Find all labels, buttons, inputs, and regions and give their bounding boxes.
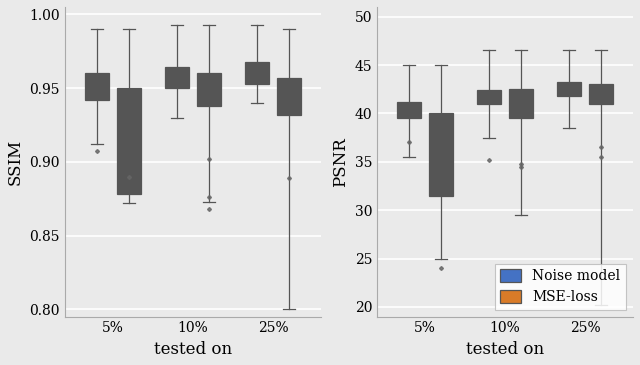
PathPatch shape [197, 73, 221, 106]
PathPatch shape [245, 62, 269, 84]
PathPatch shape [85, 73, 109, 100]
PathPatch shape [165, 68, 189, 88]
PathPatch shape [397, 102, 421, 118]
PathPatch shape [589, 84, 613, 104]
Y-axis label: SSIM: SSIM [7, 139, 24, 185]
PathPatch shape [477, 90, 501, 104]
Legend: Noise model, MSE-loss: Noise model, MSE-loss [495, 264, 626, 310]
X-axis label: tested on: tested on [154, 341, 232, 358]
X-axis label: tested on: tested on [466, 341, 544, 358]
PathPatch shape [429, 114, 453, 196]
PathPatch shape [557, 82, 581, 96]
PathPatch shape [277, 78, 301, 115]
PathPatch shape [509, 89, 533, 118]
PathPatch shape [117, 88, 141, 194]
Y-axis label: PSNR: PSNR [332, 137, 349, 187]
